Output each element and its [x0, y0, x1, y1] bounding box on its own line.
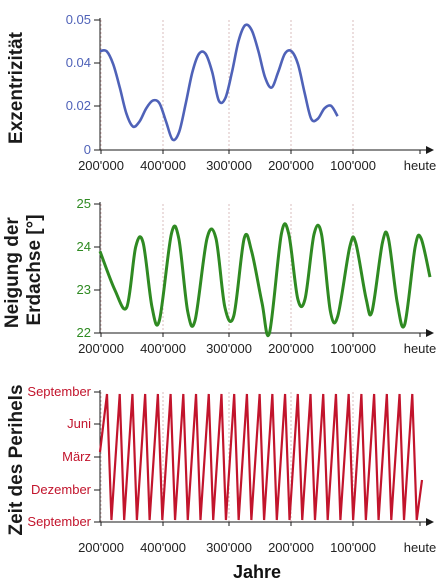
- eccentricity-series: [99, 23, 339, 142]
- eccentricity-line: [99, 23, 339, 142]
- obliquity-x-tick-label: 200'000: [78, 341, 124, 356]
- perihelion-y-tick-label: März: [62, 449, 91, 464]
- eccentricity-y-tick-label: 0.02: [66, 98, 91, 113]
- eccentricity-y-axis: 0.05 0.04 0.02 0: [66, 12, 101, 157]
- eccentricity-x-tick-label: 200'000: [78, 158, 124, 173]
- eccentricity-x-tick-label: 400'000: [140, 158, 186, 173]
- obliquity-axis-title: Neigung der Erdachse [°]: [2, 212, 45, 328]
- perihelion-line: [98, 393, 424, 521]
- perihelion-y-tick-label: Dezember: [31, 482, 92, 497]
- obliquity-y-tick-label: 24: [77, 239, 91, 254]
- perihelion-x-tick-label: heute: [404, 540, 437, 555]
- obliquity-y-tick-label: 22: [77, 325, 91, 340]
- perihelion-y-tick-label: September: [27, 514, 91, 529]
- perihelion-series: [98, 393, 424, 521]
- panel-eccentricity: Exzentrizität 0.05 0.04 0.02 0 200'000 400'0…: [6, 12, 436, 173]
- obliquity-gridlines: [100, 204, 354, 333]
- perihelion-x-tick-label: 200'000: [78, 540, 124, 555]
- eccentricity-y-tick-label: 0: [84, 142, 91, 157]
- obliquity-axis-title-line1: Neigung der: [2, 217, 23, 328]
- obliquity-x-tick-label: 300'000: [206, 341, 252, 356]
- obliquity-x-tick-label: heute: [404, 341, 437, 356]
- perihelion-y-tick-label: Juni: [67, 416, 91, 431]
- eccentricity-y-tick-label: 0.05: [66, 12, 91, 27]
- perihelion-x-tick-label: 200'000: [268, 540, 314, 555]
- eccentricity-axis-title: Exzentrizität: [6, 31, 27, 144]
- perihelion-x-tick-label: 300'000: [206, 540, 252, 555]
- eccentricity-gridlines: [100, 20, 354, 150]
- obliquity-series: [98, 222, 432, 338]
- x-axis-title: Jahre: [233, 562, 281, 582]
- perihelion-x-tick-label: 100'000: [330, 540, 376, 555]
- obliquity-y-axis: 25 24 23 22: [77, 196, 101, 340]
- obliquity-x-tick-label: 200'000: [268, 341, 314, 356]
- eccentricity-x-tick-label: 300'000: [206, 158, 252, 173]
- obliquity-x-axis: 200'000 400'000 300'000 200'000 100'000 heute: [78, 329, 437, 356]
- perihelion-y-axis: September Juni März Dezember September: [27, 384, 101, 529]
- perihelion-y-tick-label: September: [27, 384, 91, 399]
- obliquity-x-tick-label: 100'000: [330, 341, 376, 356]
- obliquity-axis-title-line2: Erdachse [°]: [24, 214, 45, 325]
- panel-perihelion: Zeit des Perihels September Juni März Dezem…: [6, 384, 436, 582]
- eccentricity-x-axis: 200'000 400'000 300'000 200'000 100'000 heute: [78, 146, 437, 173]
- perihelion-x-axis: 200'000 400'000 300'000 200'000 100'000 heute: [78, 518, 437, 555]
- obliquity-y-tick-label: 25: [77, 196, 91, 211]
- panel-obliquity: Neigung der Erdachse [°] 25 24 23 22 200'00…: [2, 196, 436, 356]
- eccentricity-x-tick-label: 100'000: [330, 158, 376, 173]
- perihelion-x-tick-label: 400'000: [140, 540, 186, 555]
- eccentricity-x-tick-label: heute: [404, 158, 437, 173]
- obliquity-x-tick-label: 400'000: [140, 341, 186, 356]
- obliquity-y-tick-label: 23: [77, 282, 91, 297]
- perihelion-axis-title: Zeit des Perihels: [6, 384, 27, 535]
- obliquity-line: [98, 222, 432, 338]
- eccentricity-y-tick-label: 0.04: [66, 55, 91, 70]
- eccentricity-x-tick-label: 200'000: [268, 158, 314, 173]
